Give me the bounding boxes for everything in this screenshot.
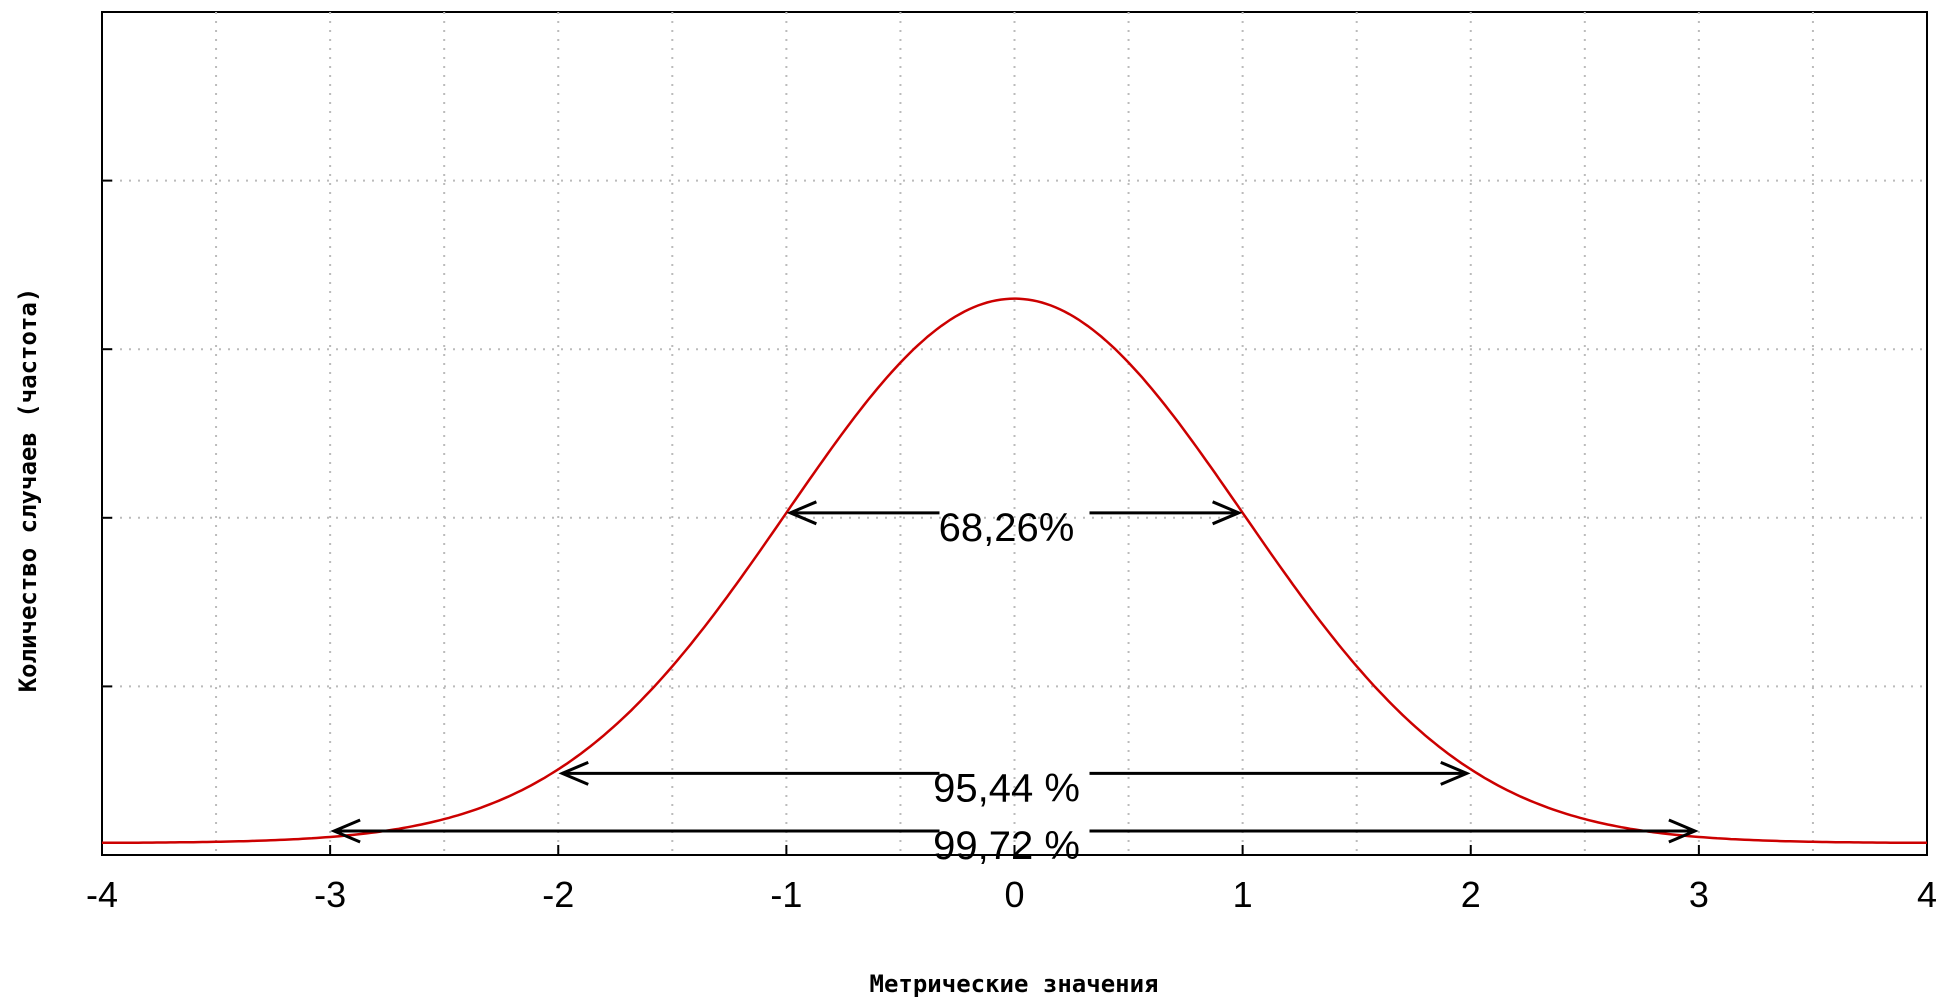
x-tick-label: 2 [1461,874,1481,915]
arrowhead-left [786,500,817,526]
arrowhead-left [558,760,589,786]
annotation-arrows: 68,26% 95,44 % 99,72 % [330,500,1699,868]
arrowhead-right [1212,500,1243,526]
x-tick-label: 0 [1004,874,1024,915]
x-tick-label: -3 [314,874,346,915]
annotation-label: 99,72 % [933,824,1080,868]
arrowhead-right [1668,818,1699,844]
normal-curve [102,297,1927,845]
arrowhead-right [1440,760,1471,786]
arrowhead-left [330,818,361,844]
x-axis-title: Метрические значения [870,970,1159,998]
annotation-label: 68,26% [939,506,1075,550]
grid-lines [102,12,1927,855]
x-tick-label: 3 [1689,874,1709,915]
x-tick-label: -4 [86,874,118,915]
annotation-label: 95,44 % [933,766,1080,810]
x-tick-label: 4 [1917,874,1937,915]
series-curve [102,297,1927,845]
x-tick-label: -1 [770,874,802,915]
x-tick-label: -2 [542,874,574,915]
x-tick-labels: -4 -3 -2 -1 0 1 2 3 4 [86,845,1937,915]
y-axis-title: Количество случаев (частота) [14,288,42,693]
x-tick-label: 1 [1233,874,1253,915]
